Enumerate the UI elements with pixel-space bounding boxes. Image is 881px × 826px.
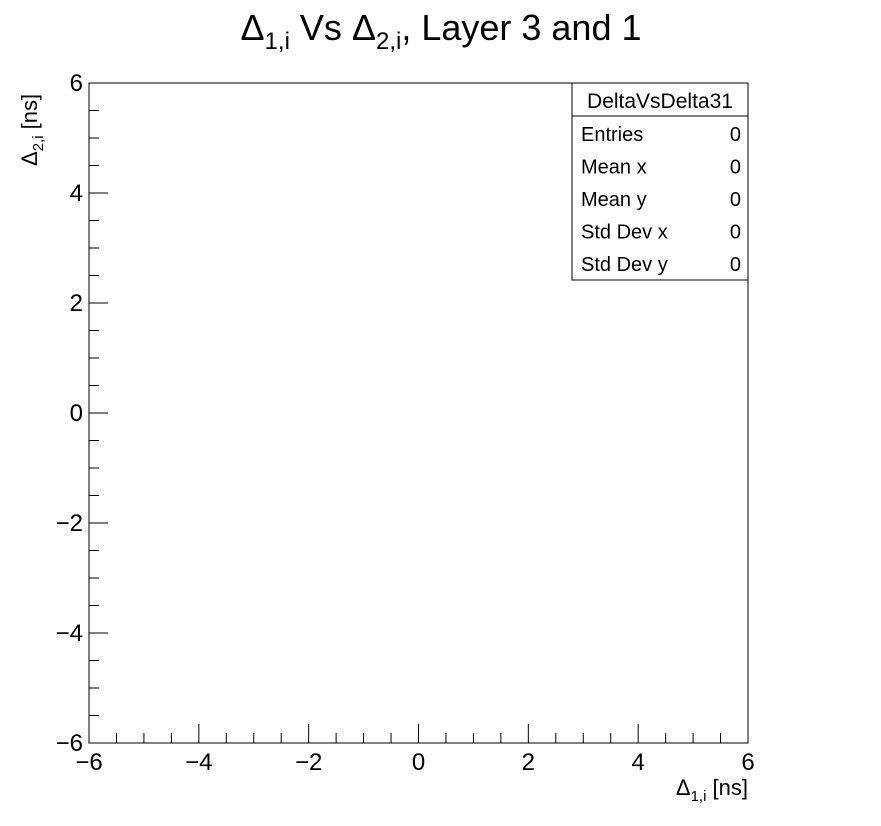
ylabel-unit: [ns] <box>17 94 42 136</box>
stats-row-label: Mean y <box>581 189 647 211</box>
x-tick-label: −4 <box>185 749 212 776</box>
x-axis-ticks <box>88 724 749 743</box>
chart-title: Δ1,i Vs Δ2,i, Layer 3 and 1 <box>241 7 642 55</box>
stats-row-value: 0 <box>730 254 741 276</box>
y-tick-label: −4 <box>56 620 83 647</box>
stats-row-label: Std Dev y <box>581 254 668 276</box>
y-axis-label: Δ2,i [ns] <box>17 94 47 166</box>
stats-row-label: Mean x <box>581 157 647 179</box>
y-tick-label: 2 <box>70 290 83 317</box>
x-tick-label: 6 <box>741 749 754 776</box>
title-delta1: Δ <box>241 7 265 48</box>
ylabel-sub: 2,i <box>30 135 47 151</box>
y-tick-label: 0 <box>70 400 83 427</box>
y-axis-ticks <box>89 82 108 744</box>
x-tick-label: 0 <box>412 749 425 776</box>
x-axis-label: Δ1,i [ns] <box>676 775 748 805</box>
stats-box-rows: Entries 0 Mean x 0 Mean y 0 Std Dev x 0 Std Dev … <box>581 124 741 276</box>
xlabel-delta: Δ <box>676 775 691 800</box>
y-tick-label: −6 <box>56 730 83 757</box>
x-tick-label: −6 <box>75 749 102 776</box>
x-tick-label: −2 <box>295 749 322 776</box>
title-sub1: 1,i <box>265 28 290 55</box>
ylabel-delta: Δ <box>17 151 42 166</box>
x-axis-tick-labels: −6 −4 −2 0 2 4 6 <box>75 749 754 776</box>
xlabel-unit: [ns] <box>706 775 748 800</box>
x-tick-label: 4 <box>631 749 644 776</box>
y-tick-label: 6 <box>70 70 83 97</box>
title-sub2: 2,i <box>376 28 401 55</box>
xlabel-sub: 1,i <box>691 788 707 805</box>
y-axis-tick-labels: −6 −4 −2 0 2 4 6 <box>56 70 83 757</box>
x-tick-label: 2 <box>522 749 535 776</box>
title-tail: , Layer 3 and 1 <box>401 7 641 48</box>
stats-row-value: 0 <box>730 124 741 146</box>
stats-row-value: 0 <box>730 222 741 244</box>
stats-box: DeltaVsDelta31 Entries 0 Mean x 0 Mean y 0 Std… <box>571 82 749 281</box>
y-tick-label: 4 <box>70 180 83 207</box>
stats-row-label: Std Dev x <box>581 222 668 244</box>
y-tick-label: −2 <box>56 510 83 537</box>
title-mid: Vs Δ <box>290 7 376 48</box>
stats-row-label: Entries <box>581 124 643 146</box>
stats-box-title: DeltaVsDelta31 <box>587 90 733 113</box>
stats-row-value: 0 <box>730 157 741 179</box>
stats-row-value: 0 <box>730 189 741 211</box>
